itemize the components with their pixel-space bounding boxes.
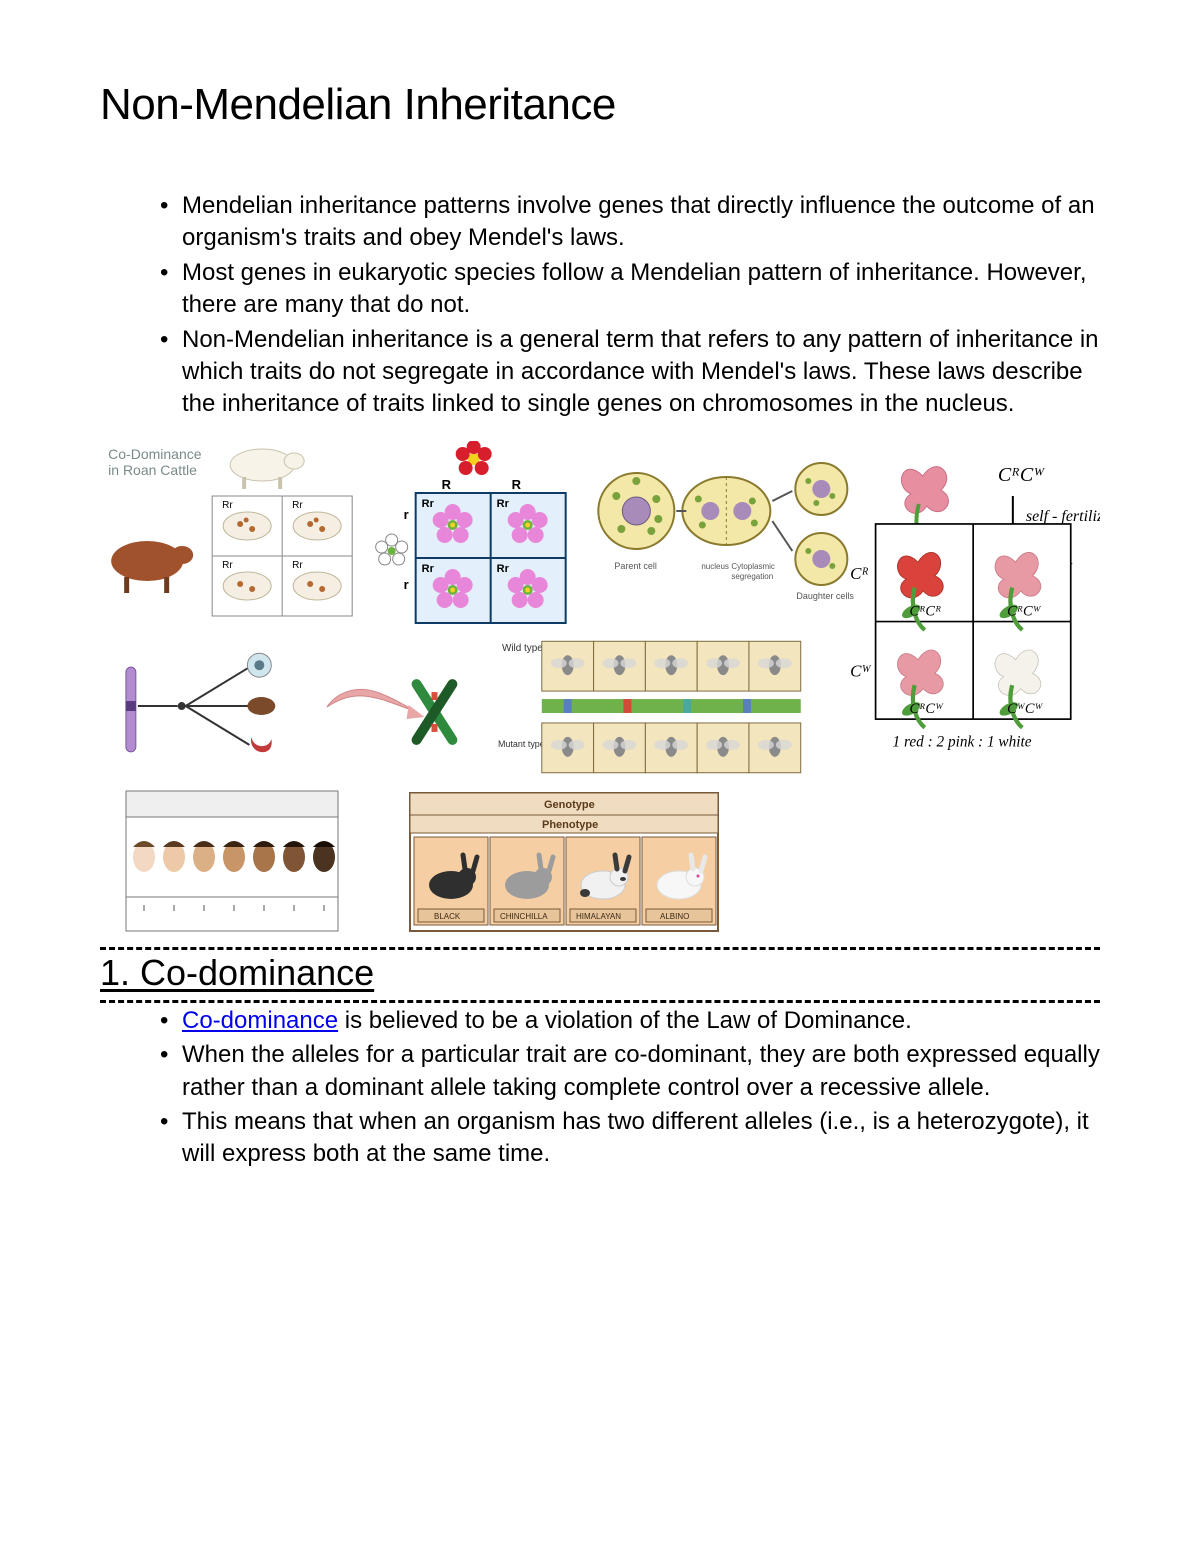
intro-bullet-list: Mendelian inheritance patterns involve g…	[160, 190, 1100, 421]
svg-text:CᴿCᴿ: CᴿCᴿ	[910, 603, 942, 619]
svg-text:ALBINO: ALBINO	[660, 912, 689, 921]
svg-text:segregation: segregation	[731, 572, 773, 581]
svg-text:Rr: Rr	[497, 563, 510, 575]
svg-text:Rr: Rr	[292, 560, 303, 571]
intro-bullet: Most genes in eukaryotic species follow …	[160, 257, 1100, 322]
codominance-link[interactable]: Co-dominance	[182, 1007, 338, 1034]
svg-text:Rr: Rr	[422, 498, 435, 510]
panel-rabbits: Genotype Phenotype	[372, 787, 756, 937]
roan-title1: Co-Dominance	[108, 446, 202, 462]
bullet-text: When the alleles for a particular trait …	[182, 1041, 1100, 1100]
intro-bullet: Mendelian inheritance patterns involve g…	[160, 190, 1100, 255]
svg-text:r: r	[404, 577, 409, 592]
panel-roan-cattle: Co-Dominance in Roan Cattle	[100, 441, 364, 631]
svg-text:Rr: Rr	[222, 560, 233, 571]
svg-text:Rr: Rr	[422, 563, 435, 575]
svg-text:Genotype: Genotype	[544, 799, 595, 811]
section-bullet: When the alleles for a particular trait …	[160, 1039, 1100, 1104]
svg-text:CHINCHILLA: CHINCHILLA	[500, 912, 548, 921]
page-title: Non-Mendelian Inheritance	[100, 80, 1100, 130]
bullet-text: Mendelian inheritance patterns involve g…	[182, 192, 1095, 251]
svg-text:Rr: Rr	[497, 498, 510, 510]
svg-text:BLACK: BLACK	[434, 912, 461, 921]
panel-spacer	[764, 787, 1100, 937]
svg-text:CᴿCᵂ: CᴿCᵂ	[910, 701, 944, 717]
diagram-gallery: Co-Dominance in Roan Cattle	[100, 441, 1100, 937]
panel-pleiotropy	[100, 637, 299, 787]
svg-text:r: r	[404, 507, 409, 522]
gallery-row: Genotype Phenotype	[100, 787, 1100, 937]
svg-text:Cᵂ: Cᵂ	[850, 661, 871, 680]
bullet-text: Most genes in eukaryotic species follow …	[182, 259, 1087, 318]
svg-text:CᵂCᵂ: CᵂCᵂ	[1007, 701, 1043, 717]
divider-dashed	[100, 1000, 1100, 1003]
svg-text:Cᴿ: Cᴿ	[850, 564, 869, 583]
section-bullet: Co-dominance is believed to be a violati…	[160, 1005, 1100, 1037]
svg-text:R: R	[512, 477, 522, 492]
panel-flower-punnett: R R r r	[372, 441, 575, 631]
panel-snapdragon-grid: CᴿCᴿ CᴿCᵂ CᴿCᵂ CᵂCᵂ Cᴿ Cᵂ 1 red : 2 pink…	[821, 507, 1100, 787]
svg-text:HIMALAYAN: HIMALAYAN	[576, 912, 621, 921]
panel-linkage	[307, 637, 486, 787]
svg-text:Wild type: Wild type	[502, 643, 543, 654]
svg-text:R: R	[442, 477, 452, 492]
svg-text:nucleus: nucleus	[701, 562, 729, 571]
panel-flies: Wild type	[494, 637, 813, 787]
section-1-title: 1. Co-dominance	[100, 952, 1100, 994]
section-bullet: This means that when an organism has two…	[160, 1106, 1100, 1171]
svg-text:Phenotype: Phenotype	[542, 819, 598, 831]
svg-text:Rr: Rr	[222, 500, 233, 511]
bullet-text: Non-Mendelian inheritance is a general t…	[182, 326, 1099, 418]
svg-text:CᴿCᵂ: CᴿCᵂ	[1007, 603, 1041, 619]
gallery-row: Wild type	[100, 637, 1100, 787]
section-1-bullets: Co-dominance is believed to be a violati…	[160, 1005, 1100, 1171]
intro-bullet: Non-Mendelian inheritance is a general t…	[160, 324, 1100, 421]
snapdragon-caption: 1 red : 2 pink : 1 white	[893, 733, 1032, 750]
svg-text:Cytoplasmic: Cytoplasmic	[731, 562, 775, 571]
document-page: Non-Mendelian Inheritance Mendelian inhe…	[0, 0, 1200, 1251]
svg-text:Mutant type: Mutant type	[498, 739, 545, 749]
svg-text:CᴿCᵂ: CᴿCᵂ	[998, 464, 1045, 486]
svg-text:Rr: Rr	[292, 500, 303, 511]
bullet-text: is believed to be a violation of the Law…	[338, 1007, 912, 1034]
panel-skin-tone	[100, 787, 364, 937]
roan-title2: in Roan Cattle	[108, 462, 197, 478]
svg-text:Parent cell: Parent cell	[614, 561, 657, 571]
divider-dashed	[100, 947, 1100, 950]
bullet-text: This means that when an organism has two…	[182, 1108, 1089, 1167]
